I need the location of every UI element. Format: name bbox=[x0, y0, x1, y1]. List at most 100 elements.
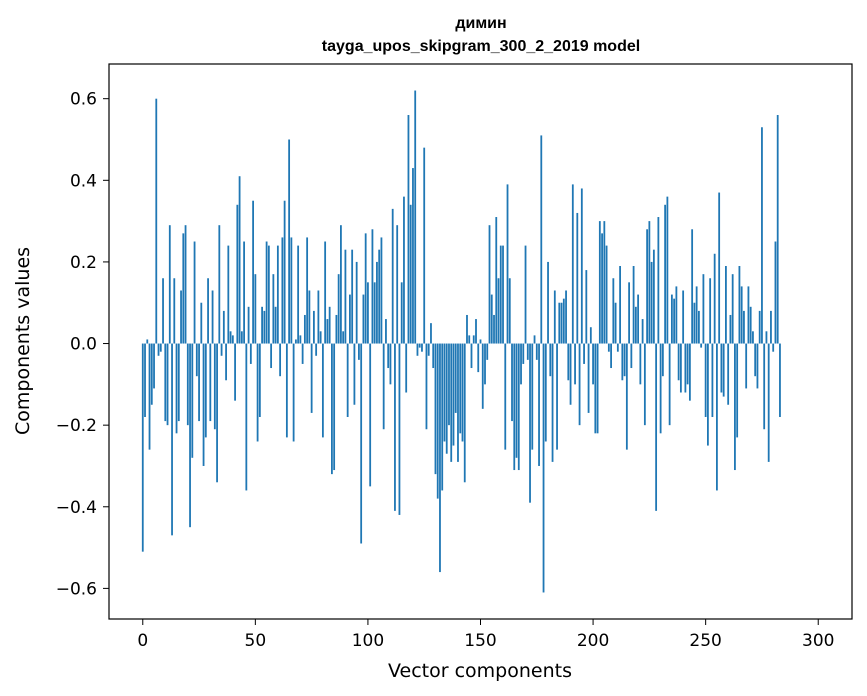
bars-group bbox=[141, 90, 781, 593]
bar bbox=[738, 266, 741, 344]
bar bbox=[281, 237, 284, 344]
bar bbox=[189, 343, 191, 528]
bar bbox=[553, 290, 556, 344]
bar bbox=[301, 343, 304, 364]
bar bbox=[256, 343, 259, 442]
bar bbox=[535, 343, 538, 360]
bar bbox=[153, 343, 155, 389]
chart-title: димин bbox=[455, 15, 506, 32]
bar bbox=[186, 343, 189, 426]
bar bbox=[423, 147, 426, 344]
bar bbox=[774, 241, 777, 344]
bar bbox=[249, 343, 252, 364]
bar bbox=[616, 343, 619, 352]
bar bbox=[452, 343, 455, 446]
bar bbox=[576, 212, 579, 344]
bar bbox=[403, 196, 405, 344]
y-tick-label: 0.0 bbox=[70, 335, 97, 355]
bar bbox=[288, 139, 291, 344]
bar bbox=[763, 343, 766, 430]
bar bbox=[650, 261, 653, 344]
bar bbox=[513, 343, 516, 471]
bar bbox=[765, 331, 768, 344]
bar bbox=[382, 343, 385, 430]
bar bbox=[346, 343, 349, 417]
bar bbox=[612, 278, 615, 344]
bar bbox=[425, 343, 428, 430]
bar bbox=[283, 200, 286, 344]
bar bbox=[439, 343, 441, 573]
bar bbox=[675, 286, 678, 344]
bar bbox=[369, 343, 372, 487]
bar bbox=[666, 196, 669, 344]
bar bbox=[722, 343, 725, 397]
bar bbox=[396, 225, 399, 344]
bar bbox=[441, 343, 444, 491]
bar bbox=[418, 343, 421, 348]
bar bbox=[594, 343, 597, 434]
bar bbox=[569, 343, 572, 405]
bar bbox=[630, 343, 633, 369]
y-axis-label: Components values bbox=[12, 247, 34, 435]
bar bbox=[506, 184, 509, 344]
bar bbox=[725, 266, 727, 344]
bar bbox=[758, 310, 761, 344]
bar bbox=[614, 302, 617, 344]
bar bbox=[466, 314, 468, 344]
bar bbox=[475, 319, 477, 344]
bar bbox=[472, 335, 475, 344]
bar bbox=[481, 343, 484, 409]
bar bbox=[731, 274, 734, 344]
bar bbox=[668, 343, 671, 426]
bar bbox=[434, 343, 437, 475]
bar bbox=[412, 168, 414, 344]
bar bbox=[772, 343, 775, 352]
bar bbox=[488, 225, 491, 344]
y-tick-label: −0.6 bbox=[56, 579, 97, 599]
bar bbox=[430, 323, 432, 344]
bar bbox=[204, 343, 207, 438]
bar bbox=[770, 310, 772, 344]
bar bbox=[328, 306, 331, 344]
bar bbox=[240, 331, 243, 344]
bar bbox=[497, 278, 500, 344]
bar bbox=[265, 241, 268, 344]
bar bbox=[421, 343, 423, 352]
bar bbox=[684, 343, 687, 393]
x-tick-label: 100 bbox=[352, 631, 384, 651]
bar bbox=[526, 343, 529, 360]
bar bbox=[394, 343, 396, 511]
bar bbox=[166, 343, 169, 426]
bar bbox=[177, 343, 180, 422]
bar bbox=[560, 302, 563, 344]
bar bbox=[195, 343, 198, 377]
bar bbox=[596, 343, 599, 434]
bar bbox=[565, 290, 567, 344]
bar bbox=[157, 343, 160, 356]
bar bbox=[198, 343, 200, 422]
bar bbox=[673, 298, 676, 344]
bar bbox=[720, 343, 723, 393]
bar bbox=[529, 343, 531, 503]
bar bbox=[657, 217, 660, 344]
bar bbox=[740, 286, 743, 344]
bar bbox=[761, 127, 763, 344]
bar bbox=[619, 266, 621, 344]
bar bbox=[621, 343, 624, 381]
bar bbox=[184, 225, 187, 344]
bar bbox=[371, 229, 374, 344]
bar bbox=[698, 310, 700, 344]
bar bbox=[454, 343, 457, 413]
bar bbox=[457, 343, 459, 462]
bar bbox=[231, 335, 234, 344]
bar bbox=[625, 343, 628, 450]
bar bbox=[191, 343, 194, 458]
bar bbox=[700, 343, 703, 348]
bar bbox=[713, 253, 716, 344]
bar bbox=[164, 343, 167, 422]
bar bbox=[373, 282, 376, 344]
bar bbox=[743, 310, 745, 344]
bar bbox=[729, 314, 732, 344]
bar bbox=[470, 343, 473, 369]
bar bbox=[207, 278, 209, 344]
